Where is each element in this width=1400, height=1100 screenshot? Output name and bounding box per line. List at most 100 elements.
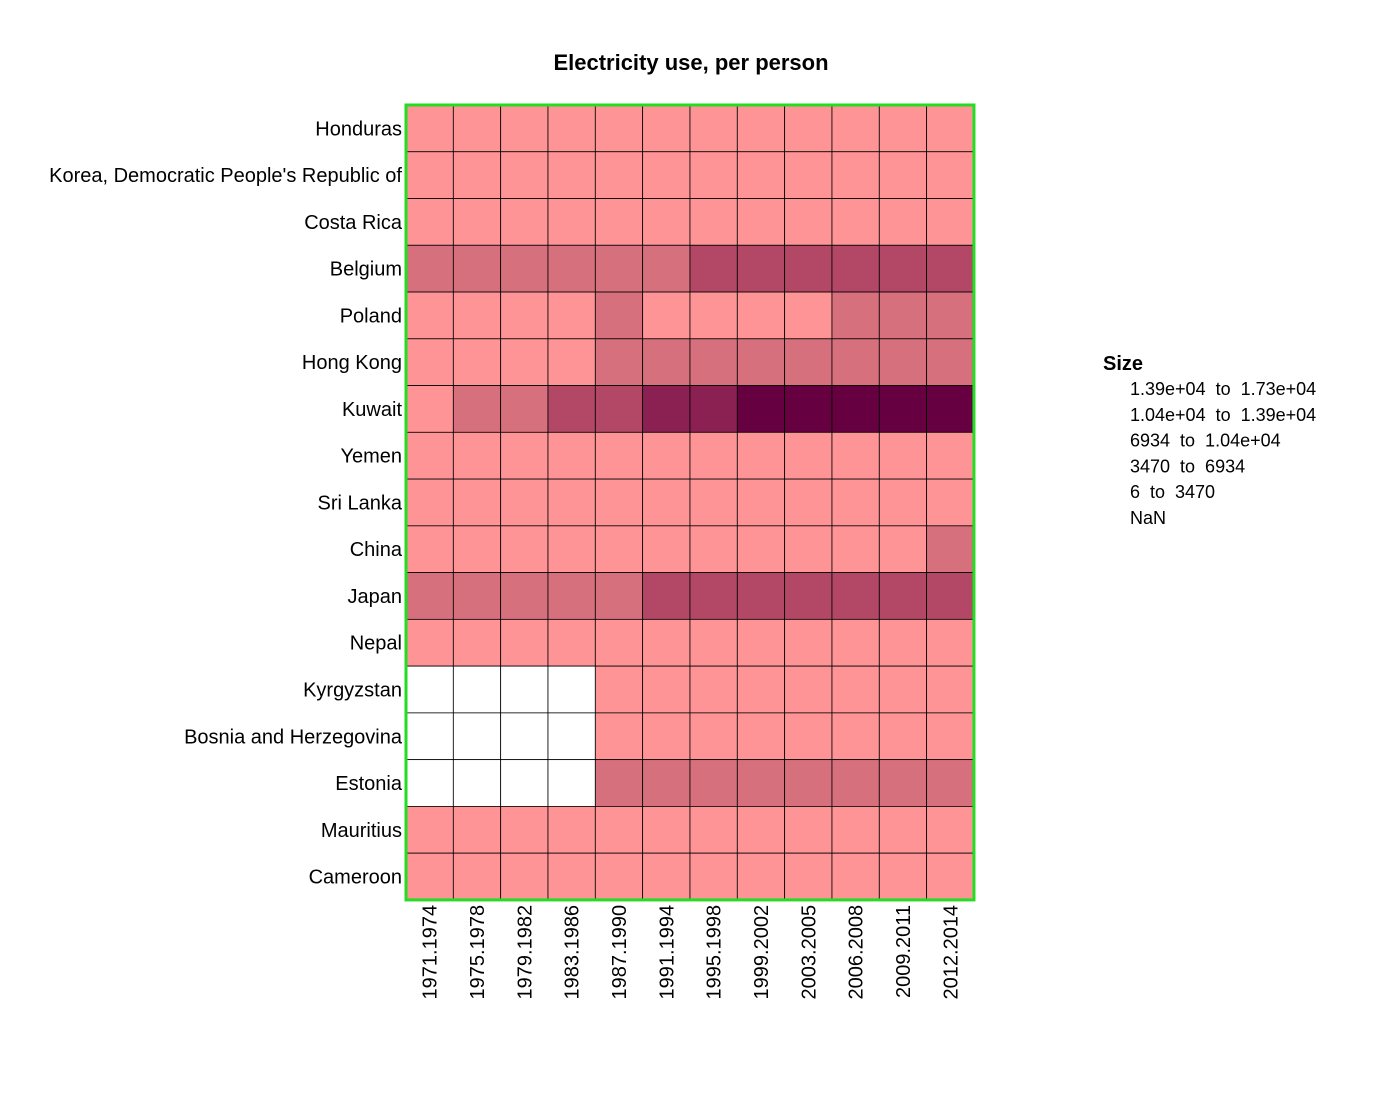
heatmap-cell (594, 618, 644, 667)
heatmap-cell (926, 244, 975, 293)
column-label: 1995.1998 (704, 905, 726, 1000)
heatmap-cell (878, 618, 928, 667)
heatmap-cell (547, 806, 596, 854)
legend: Size 1.39e+04 to 1.73e+04 1.04e+04 to 1.3… (1103, 353, 1316, 528)
column-label: 1987.1990 (609, 905, 631, 1000)
heatmap-cell (831, 338, 880, 386)
heatmap-cell (784, 572, 833, 620)
chart-title: Electricity use, per person (553, 50, 828, 75)
heatmap-cell (926, 525, 975, 574)
heatmap-cell (547, 618, 596, 667)
heatmap-cell (642, 618, 691, 667)
column-label: 1991.1994 (656, 905, 678, 1000)
heatmap-cell (926, 431, 975, 480)
heatmap-cell (452, 665, 502, 714)
legend-item: 3470 to 6934 (1130, 456, 1245, 476)
heatmap-cell (642, 385, 691, 433)
heatmap-cell (594, 151, 644, 199)
heatmap-cell (594, 478, 644, 527)
row-label: Honduras (315, 118, 402, 140)
heatmap-cell (689, 151, 738, 199)
heatmap-cell (500, 759, 549, 807)
heatmap-cell (594, 104, 644, 153)
heatmap-cell (689, 338, 738, 386)
heatmap-cell (689, 104, 738, 153)
heatmap-cell (689, 572, 738, 620)
heatmap-cell (926, 104, 975, 153)
heatmap-cell (831, 198, 880, 246)
heatmap-cell (878, 665, 928, 714)
heatmap-cell (642, 712, 691, 761)
heatmap-cell (405, 478, 454, 527)
heatmap-cell (736, 385, 786, 433)
heatmap-cell (784, 338, 833, 386)
heatmap-cell (594, 291, 644, 340)
heatmap-cell (405, 198, 454, 246)
heatmap-cell (784, 665, 833, 714)
heatmap-cell (689, 618, 738, 667)
heatmap-cell (878, 338, 928, 386)
heatmap-cell (642, 806, 691, 854)
heatmap-cell (405, 525, 454, 574)
heatmap-cell (689, 665, 738, 714)
heatmap-cell (452, 712, 502, 761)
heatmap-cell (784, 291, 833, 340)
heatmap-cell (689, 478, 738, 527)
heatmap-cell (594, 198, 644, 246)
heatmap-cell (736, 712, 786, 761)
heatmap-cell (452, 618, 502, 667)
heatmap-cell (689, 385, 738, 433)
heatmap-cell (736, 665, 786, 714)
heatmap-cell (547, 525, 596, 574)
column-label: 2003.2005 (798, 905, 820, 1000)
column-label: 1975.1978 (467, 905, 489, 1000)
heatmap-cell (878, 385, 928, 433)
heatmap-cell (594, 712, 644, 761)
heatmap-cell (736, 198, 786, 246)
column-label: 1971.1974 (420, 905, 442, 1000)
heatmap-cell (926, 759, 975, 807)
heatmap-cell (642, 759, 691, 807)
heatmap-cell (689, 852, 738, 901)
heatmap-cell (405, 104, 454, 153)
heatmap-cell (831, 665, 880, 714)
row-label: Costa Rica (304, 212, 403, 234)
heatmap-cell (594, 244, 644, 293)
heatmap-cell (405, 759, 454, 807)
heatmap-cell (594, 525, 644, 574)
heatmap-cell (547, 104, 596, 153)
heatmap-cell (405, 618, 454, 667)
heatmap-cell (547, 244, 596, 293)
heatmap-cell (831, 806, 880, 854)
legend-item: 1.39e+04 to 1.73e+04 (1130, 379, 1316, 399)
heatmap-cell (736, 852, 786, 901)
column-label: 2006.2008 (846, 905, 868, 1000)
legend-title: Size (1103, 353, 1143, 375)
heatmap-cell (642, 852, 691, 901)
heatmap-cell (500, 338, 549, 386)
heatmap-cell (547, 852, 596, 901)
heatmap-cell (405, 665, 454, 714)
heatmap-cell (784, 759, 833, 807)
heatmap-cell (736, 806, 786, 854)
heatmap-cell (784, 525, 833, 574)
heatmap-cell (642, 104, 691, 153)
heatmap-cell (594, 338, 644, 386)
heatmap-cell (642, 244, 691, 293)
heatmap-cell (878, 525, 928, 574)
heatmap-cell (831, 431, 880, 480)
heatmap-cell (689, 759, 738, 807)
heatmap-cell (831, 525, 880, 574)
heatmap-cell (878, 104, 928, 153)
heatmap-cell (831, 478, 880, 527)
heatmap-cell (784, 385, 833, 433)
column-label: 1999.2002 (751, 905, 773, 1000)
heatmap-cell (452, 525, 502, 574)
row-label: Sri Lanka (318, 492, 403, 514)
row-labels: Honduras Korea, Democratic People's Repub… (49, 118, 403, 888)
heatmap-cell (642, 338, 691, 386)
heatmap-cell (784, 198, 833, 246)
heatmap-cell (736, 618, 786, 667)
heatmap-cell (689, 712, 738, 761)
heatmap-cell (452, 478, 502, 527)
